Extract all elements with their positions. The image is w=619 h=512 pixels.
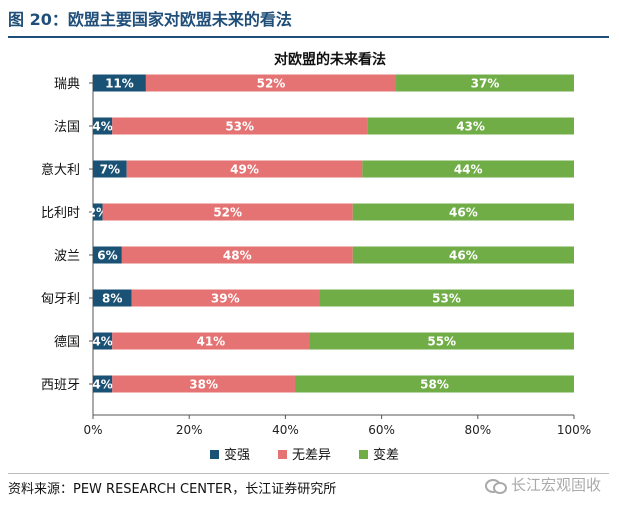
data-label: 52%	[213, 206, 242, 220]
category-label: 德国	[54, 335, 80, 350]
data-label: 48%	[223, 249, 252, 263]
legend-label: 变差	[373, 447, 399, 463]
x-tick-label: 40%	[272, 423, 299, 437]
data-label: 7%	[100, 163, 120, 177]
plot-area: 0% 20% 40% 60% 80% 100% 瑞典 11% 52% 37% 法国 4% 53% 43% 意…	[41, 74, 591, 437]
category-label: 瑞典	[54, 77, 80, 92]
source-note: 资料来源：PEW RESEARCH CENTER，长江证券研究所	[8, 482, 337, 497]
data-label: 46%	[449, 206, 478, 220]
x-tick-label: 100%	[557, 423, 591, 437]
data-label: 46%	[449, 249, 478, 263]
bar-segment	[362, 160, 574, 178]
data-label: 53%	[225, 120, 254, 134]
figure-title: 图 20：欧盟主要国家对欧盟未来的看法	[8, 10, 292, 29]
data-label: 6%	[97, 249, 117, 263]
category-label: 比利时	[41, 206, 80, 221]
data-label: 4%	[92, 120, 112, 134]
title-divider	[8, 36, 609, 38]
bar-segment	[93, 203, 103, 221]
bar-segment	[102, 203, 353, 221]
data-label: 53%	[432, 292, 461, 306]
data-label: 39%	[211, 292, 240, 306]
x-tick-label: 20%	[176, 423, 203, 437]
bar-segment	[93, 74, 146, 92]
legend: 变强 无差异 变差	[210, 447, 399, 463]
bar-segment	[93, 289, 132, 307]
category-label: 西班牙	[41, 378, 80, 393]
bar-segment	[309, 332, 574, 350]
data-label: 38%	[189, 378, 218, 392]
category-label: 匈牙利	[41, 292, 80, 307]
data-label: 37%	[471, 77, 500, 91]
data-label: 11%	[105, 77, 134, 91]
legend-swatch	[359, 450, 368, 459]
bar-segment	[396, 74, 574, 92]
bar-segment	[367, 117, 574, 135]
bar-segment	[93, 246, 122, 264]
data-label: 8%	[102, 292, 122, 306]
data-label: 49%	[230, 163, 259, 177]
bar-segment	[112, 375, 296, 393]
bar-segment	[352, 246, 574, 264]
bar-segment	[352, 203, 574, 221]
bar-segment	[319, 289, 574, 307]
legend-swatch	[278, 450, 287, 459]
bar-segment	[295, 375, 574, 393]
stacked-bar-chart: 对欧盟的未来看法 0% 20% 40% 60% 80% 100% 瑞典 11% 52% 37% 法国…	[41, 51, 591, 463]
bar-segment	[93, 375, 113, 393]
data-label: 43%	[456, 120, 485, 134]
x-tick-label: 80%	[464, 423, 491, 437]
legend-label: 无差异	[292, 448, 331, 463]
bar-segment	[121, 246, 353, 264]
data-label: 44%	[454, 163, 483, 177]
bar-segment	[93, 117, 113, 135]
bar-segment	[93, 160, 127, 178]
data-label: 55%	[427, 335, 456, 349]
bar-segment	[93, 332, 113, 350]
data-label: 58%	[420, 378, 449, 392]
source-divider	[8, 473, 609, 474]
data-label: 4%	[92, 378, 112, 392]
legend-label: 变强	[224, 447, 250, 463]
watermark-text: 长江宏观固收	[510, 476, 601, 494]
bar-segment	[126, 160, 363, 178]
category-label: 意大利	[41, 162, 80, 178]
bar-segment	[112, 117, 368, 135]
x-tick-label: 0%	[83, 423, 102, 437]
chart-title: 对欧盟的未来看法	[274, 51, 386, 68]
category-label: 法国	[54, 120, 80, 135]
data-label: 4%	[92, 335, 112, 349]
watermark: 长江宏观固收	[484, 474, 601, 495]
x-tick-label: 60%	[368, 423, 395, 437]
data-label: 52%	[257, 77, 286, 91]
bar-segment	[145, 74, 397, 92]
bar-segment	[131, 289, 320, 307]
wechat-icon	[484, 477, 507, 494]
category-label: 波兰	[54, 249, 80, 264]
bar-segment	[112, 332, 310, 350]
legend-swatch	[210, 450, 219, 459]
data-label: 41%	[196, 335, 225, 349]
